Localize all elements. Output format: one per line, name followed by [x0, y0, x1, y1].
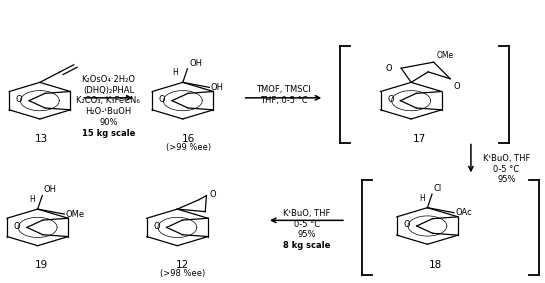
Text: OH: OH [189, 59, 202, 68]
Text: 19: 19 [35, 260, 48, 271]
Text: 90%: 90% [99, 118, 118, 127]
Text: O: O [453, 82, 460, 91]
Text: O: O [14, 222, 21, 231]
Text: O: O [404, 220, 410, 229]
Text: OMe: OMe [437, 51, 454, 60]
Text: OH: OH [44, 185, 57, 194]
Text: O: O [386, 64, 392, 73]
Text: O: O [209, 190, 216, 199]
Text: TMOF, TMSCl: TMOF, TMSCl [256, 85, 311, 94]
Text: O: O [387, 95, 394, 104]
Text: H: H [29, 195, 35, 204]
Text: (DHQ)₂PHAL: (DHQ)₂PHAL [83, 86, 134, 95]
Text: 17: 17 [413, 134, 426, 144]
Text: THF, 0-5 °C: THF, 0-5 °C [259, 96, 307, 105]
Text: 95%: 95% [298, 230, 316, 239]
Text: OAc: OAc [456, 208, 473, 217]
Text: 13: 13 [35, 134, 48, 144]
Text: OH: OH [211, 83, 224, 92]
Text: O: O [16, 95, 23, 104]
Text: 16: 16 [181, 134, 195, 144]
Text: O: O [154, 222, 160, 231]
Text: OMe: OMe [66, 210, 85, 218]
Text: K₂CO₃, K₃FeCN₆: K₂CO₃, K₃FeCN₆ [76, 97, 140, 106]
Text: K₂OsO₄·2H₂O: K₂OsO₄·2H₂O [81, 75, 135, 84]
Text: (>98 %ee): (>98 %ee) [160, 269, 205, 278]
Text: H₂O-ᵗBuOH: H₂O-ᵗBuOH [85, 107, 131, 116]
Text: H: H [173, 68, 178, 77]
Text: 0-5 °C: 0-5 °C [294, 220, 320, 228]
Text: KᵗBuO, THF: KᵗBuO, THF [482, 154, 530, 163]
Text: 95%: 95% [497, 175, 516, 184]
Text: KᵗBuO, THF: KᵗBuO, THF [283, 209, 330, 218]
Text: 8 kg scale: 8 kg scale [283, 241, 330, 250]
Text: 15 kg scale: 15 kg scale [82, 128, 135, 138]
Text: (>99 %ee): (>99 %ee) [166, 143, 211, 152]
Text: 12: 12 [176, 260, 190, 271]
Text: 18: 18 [429, 260, 442, 271]
Text: Cl: Cl [434, 184, 442, 193]
Text: H: H [419, 194, 425, 203]
Text: O: O [159, 95, 166, 104]
Text: 0-5 °C: 0-5 °C [493, 165, 519, 173]
